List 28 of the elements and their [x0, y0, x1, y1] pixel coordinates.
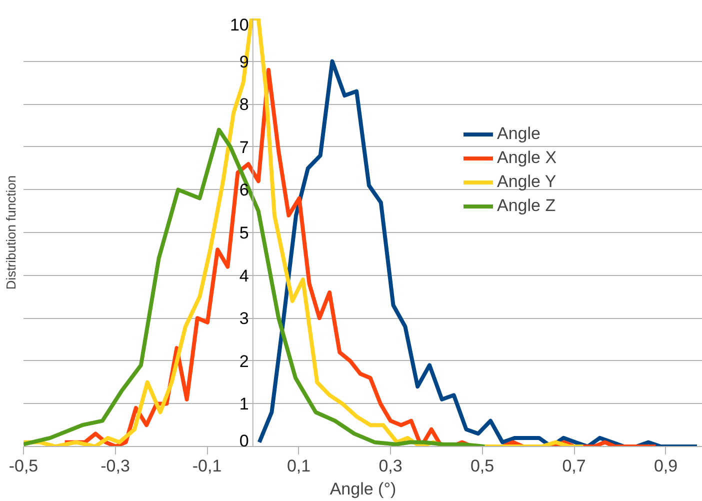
line-series [24, 18, 586, 446]
x-tick-label: 0,1 [286, 456, 311, 476]
line-series [257, 59, 699, 446]
x-axis-title: Angle (°) [330, 480, 396, 498]
legend-label: Angle X [497, 148, 557, 168]
y-tick-label: 2 [239, 352, 249, 371]
y-tick-label: 3 [239, 309, 249, 328]
y-axis-title: Distribution function [4, 175, 18, 290]
y-tick-label: 8 [239, 95, 249, 114]
x-tick-label: -0,1 [192, 456, 222, 476]
x-tick-label: 0,9 [654, 456, 678, 476]
y-tick-label: 4 [239, 266, 249, 286]
legend-label: Angle [497, 124, 540, 144]
y-tick-label: 9 [239, 52, 249, 72]
line-series [24, 128, 487, 446]
y-tick-label: 6 [239, 180, 249, 200]
y-tick-label: 10 [230, 16, 249, 34]
x-tick-label: 0,3 [378, 456, 402, 476]
x-tick-label: -0,5 [8, 456, 38, 476]
x-tick-label: -0,3 [100, 456, 130, 476]
y-tick-label: 1 [239, 394, 249, 414]
y-tick-label: 7 [239, 138, 249, 157]
y-tick-label: 5 [239, 224, 249, 242]
x-tick-label: 0,5 [470, 456, 494, 476]
y-tick-label: 0 [239, 432, 249, 450]
x-tick-label: 0,7 [562, 456, 586, 476]
legend-label: Angle Y [497, 172, 556, 192]
legend-label: Angle Z [497, 196, 556, 216]
